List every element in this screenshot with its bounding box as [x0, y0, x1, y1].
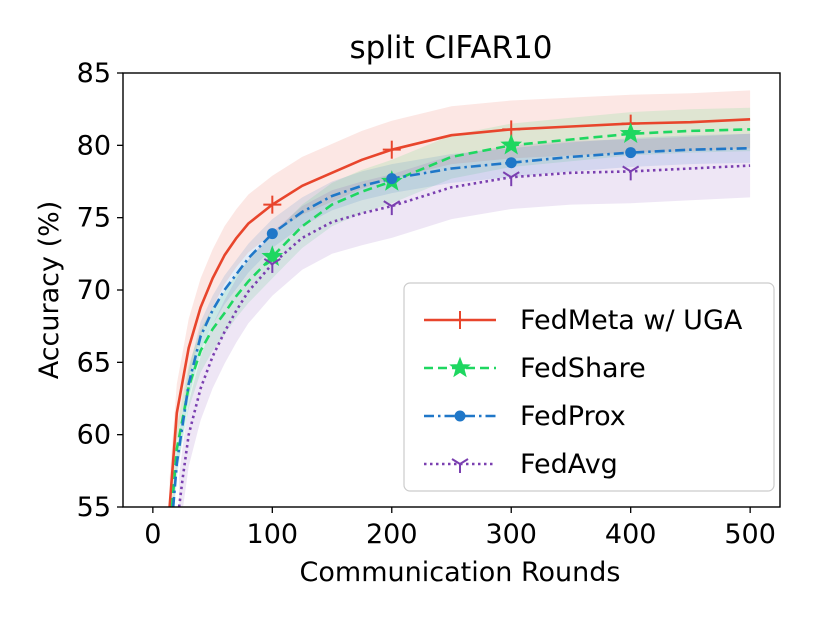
x-tick-label: 0: [144, 519, 161, 550]
y-tick-label: 55: [77, 492, 111, 523]
y-axis-ticks: 55 60 65 70 75 80 85: [77, 58, 123, 523]
x-axis-label: Communication Rounds: [300, 557, 621, 588]
confidence-bands: [169, 90, 751, 507]
line-fedmeta-w-uga: [168, 118, 751, 507]
marker-fedshare: [500, 133, 523, 155]
marker-fedprox: [266, 228, 278, 240]
marker-fedmeta-w-uga: [382, 140, 401, 159]
x-tick-label: 300: [485, 519, 537, 550]
legend-label: FedAvg: [520, 449, 618, 480]
y-tick-label: 85: [77, 58, 111, 89]
marker-fedmeta-w-uga: [263, 195, 282, 214]
x-tick-label: 200: [366, 519, 418, 550]
marker-fedavg: [502, 171, 520, 187]
band-fedmeta-w-uga: [169, 90, 751, 507]
marker-fedavg: [383, 200, 401, 216]
legend-entry-fedprox: FedProx: [424, 401, 626, 432]
legend-marker: [451, 311, 469, 329]
line-fedprox: [171, 146, 751, 507]
marker-fedprox: [625, 147, 637, 159]
legend-label: FedProx: [520, 401, 626, 432]
x-tick-label: 100: [247, 519, 299, 550]
legend: FedMeta w/ UGA FedShare FedProx FedAvg: [403, 282, 775, 492]
marker-fedavg: [622, 165, 640, 181]
marker-fedshare: [619, 122, 642, 144]
legend-marker: [451, 458, 469, 473]
marker-fedavg: [263, 258, 281, 273]
y-tick-label: 75: [77, 203, 111, 234]
band-fedshare: [172, 107, 751, 507]
line-fedavg: [177, 164, 751, 507]
series-markers: [261, 114, 642, 273]
y-axis-label: Accuracy (%): [34, 201, 65, 380]
y-tick-label: 70: [77, 275, 111, 306]
marker-fedshare: [261, 245, 284, 266]
y-tick-label: 80: [77, 130, 111, 161]
x-tick-label: 400: [605, 519, 657, 550]
chart-title: split CIFAR10: [349, 30, 552, 66]
legend-entry-fedavg: FedAvg: [424, 449, 618, 480]
x-tick-label: 500: [724, 519, 776, 550]
x-axis-ticks: 0 100 200 300 400 500: [144, 507, 776, 550]
marker-fedprox: [386, 173, 398, 185]
legend-marker: [454, 410, 466, 422]
y-tick-label: 60: [77, 420, 111, 451]
legend-box: [403, 282, 775, 492]
marker-fedprox: [505, 157, 517, 169]
legend-entry-fedmeta-w-uga: FedMeta w/ UGA: [424, 305, 743, 336]
legend-label: FedMeta w/ UGA: [520, 305, 743, 336]
band-fedavg: [179, 133, 751, 507]
legend-marker: [449, 356, 471, 378]
y-tick-label: 65: [77, 347, 111, 378]
series-lines: [168, 118, 751, 507]
line-fedshare: [170, 128, 751, 507]
legend-label: FedShare: [520, 353, 646, 384]
legend-entry-fedshare: FedShare: [424, 353, 646, 384]
